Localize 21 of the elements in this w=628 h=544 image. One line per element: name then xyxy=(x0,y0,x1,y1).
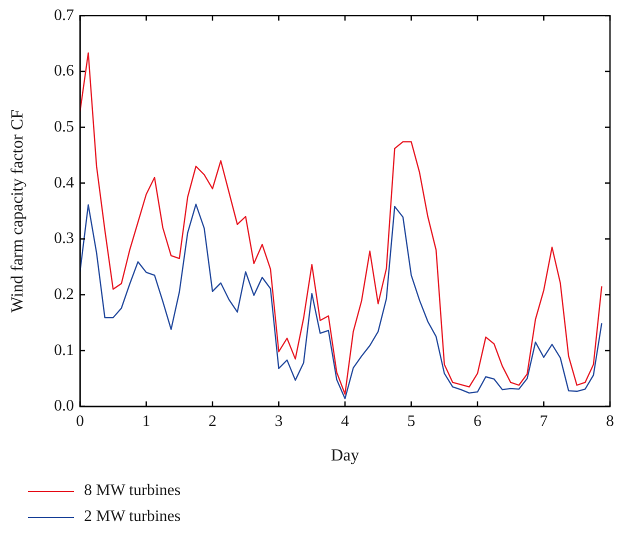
x-tick-label: 4 xyxy=(341,413,349,430)
y-tick-label: 0.5 xyxy=(54,118,74,136)
y-tick-label: 0.1 xyxy=(54,342,74,359)
y-tick-label: 0.2 xyxy=(54,286,74,303)
legend-label: 8 MW turbines xyxy=(84,482,181,500)
x-tick-label: 3 xyxy=(274,413,283,430)
x-tick-label: 8 xyxy=(606,413,614,430)
x-tick-label: 1 xyxy=(142,413,150,430)
x-axis-title: Day xyxy=(330,445,360,464)
x-tick-label: 2 xyxy=(208,413,216,430)
legend-label: 2 MW turbines xyxy=(84,508,181,526)
y-tick-label: 0.6 xyxy=(54,62,74,80)
y-tick-label: 0.4 xyxy=(54,174,74,192)
x-tick-label: 5 xyxy=(407,413,416,430)
x-tick-label: 0 xyxy=(76,413,84,430)
y-tick-label: 0.0 xyxy=(54,398,74,415)
y-tick-label: 0.7 xyxy=(54,6,74,24)
y-tick-label: 0.3 xyxy=(54,230,74,248)
x-tick-label: 6 xyxy=(474,413,482,430)
y-axis-title: Wind farm capacity factor CF xyxy=(8,109,27,313)
x-tick-label: 7 xyxy=(540,413,548,430)
